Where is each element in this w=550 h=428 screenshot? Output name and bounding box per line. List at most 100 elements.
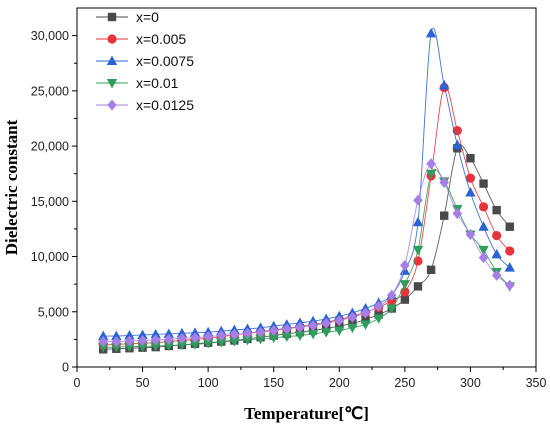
data-point — [124, 342, 135, 352]
data-point — [111, 343, 122, 353]
y-axis-title: Dielectric constant — [2, 119, 21, 255]
data-point — [439, 177, 449, 189]
data-point — [425, 28, 437, 38]
legend-marker — [107, 12, 117, 22]
y-tick-label: 5,000 — [38, 305, 69, 319]
data-point — [386, 289, 397, 301]
data-point — [124, 335, 135, 347]
y-tick-label: 10,000 — [31, 250, 69, 264]
data-point — [229, 337, 240, 347]
x-tick-label: 250 — [394, 376, 415, 390]
data-point — [347, 323, 358, 334]
data-point — [386, 304, 397, 314]
x-tick-label: 200 — [329, 376, 350, 390]
data-point — [505, 222, 514, 231]
data-point — [255, 326, 266, 338]
data-point — [347, 311, 358, 323]
legend-item: x=0 — [96, 9, 159, 25]
data-point — [426, 158, 436, 170]
data-point — [348, 319, 357, 328]
y-tick-label: 30,000 — [31, 29, 69, 43]
data-point — [335, 321, 344, 331]
data-point — [413, 194, 423, 206]
legend-label: x=0.0125 — [136, 97, 194, 113]
data-point — [412, 245, 424, 256]
data-point — [190, 332, 200, 344]
data-point — [400, 295, 410, 304]
data-point — [216, 338, 227, 348]
data-point — [426, 265, 436, 274]
data-point — [334, 315, 345, 327]
series-line — [103, 168, 511, 348]
legend-marker — [106, 55, 118, 65]
data-point — [242, 327, 253, 339]
data-point — [491, 269, 502, 281]
data-point — [150, 329, 161, 339]
data-point — [294, 331, 306, 341]
data-point — [216, 330, 227, 342]
data-point — [137, 334, 148, 346]
data-point — [439, 79, 450, 90]
data-point — [478, 245, 489, 256]
data-point — [413, 282, 423, 291]
legend-label: x=0.0075 — [136, 53, 194, 69]
data-point — [373, 300, 384, 312]
data-point — [150, 342, 161, 352]
data-point — [478, 252, 489, 264]
data-point — [440, 211, 449, 220]
data-point — [281, 332, 293, 343]
data-point — [452, 139, 463, 149]
data-point — [491, 248, 502, 259]
data-point — [111, 330, 122, 341]
data-point — [465, 187, 476, 197]
data-point — [189, 327, 201, 337]
x-tick-label: 50 — [136, 376, 150, 390]
legend-label: x=0 — [136, 9, 159, 25]
data-point — [98, 330, 109, 341]
data-point — [400, 259, 410, 271]
data-point — [98, 343, 109, 353]
y-axis: 0 5,000 10,000 15,000 20,000 25,000 30,000 — [31, 29, 77, 375]
data-point — [308, 320, 318, 332]
data-point — [268, 333, 279, 344]
data-point — [399, 280, 411, 290]
data-point — [452, 126, 462, 136]
data-point — [229, 328, 240, 340]
x-tick-label: 100 — [198, 376, 219, 390]
x-tick-label: 150 — [263, 376, 284, 390]
legend-item: x=0.01 — [96, 75, 179, 91]
data-point — [137, 329, 148, 339]
x-tick-label: 300 — [460, 376, 481, 390]
y-tick-label: 0 — [62, 361, 69, 375]
data-point — [176, 327, 188, 338]
legend-item: x=0.005 — [96, 31, 186, 47]
data-point — [189, 340, 201, 350]
legend-marker — [107, 34, 117, 44]
data-point — [176, 340, 188, 351]
data-point — [465, 228, 476, 240]
data-point — [137, 342, 148, 352]
data-point — [373, 314, 384, 324]
series-x=0.0125 — [98, 158, 515, 348]
data-point — [492, 230, 502, 241]
data-point — [255, 334, 266, 345]
data-point — [504, 279, 515, 291]
data-point — [425, 169, 437, 180]
legend-label: x=0.01 — [136, 75, 179, 91]
legend-marker — [107, 99, 117, 111]
x-axis: 0 50 100 150 200 250 300 350 — [74, 367, 546, 390]
data-point — [163, 328, 174, 338]
y-tick-label: 25,000 — [31, 84, 69, 98]
data-point — [268, 325, 279, 337]
y-tick-label: 15,000 — [31, 195, 69, 209]
data-point — [360, 307, 371, 319]
legend-label: x=0.005 — [136, 31, 186, 47]
data-point — [203, 331, 213, 343]
data-point — [452, 207, 463, 219]
x-axis-title: Temperature[℃] — [244, 404, 369, 423]
data-point — [111, 336, 122, 348]
data-point — [164, 333, 174, 345]
data-point — [360, 320, 371, 330]
series-layer — [98, 27, 515, 354]
